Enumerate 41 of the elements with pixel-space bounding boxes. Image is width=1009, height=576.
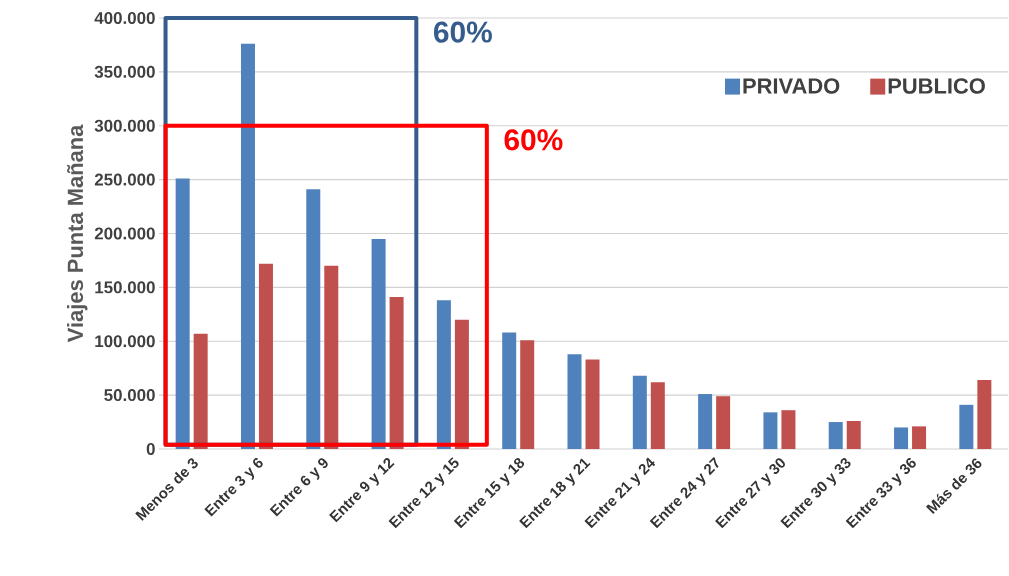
bar: [502, 332, 517, 449]
bar: [567, 354, 582, 449]
y-tick-label: 250.000: [94, 173, 155, 186]
bar: [193, 333, 208, 449]
bar: [781, 410, 796, 449]
legend-label: PUBLICO: [888, 78, 985, 94]
bar: [632, 375, 647, 449]
y-tick-label: 150.000: [95, 281, 155, 294]
bar: [585, 359, 600, 449]
bar: [520, 340, 535, 449]
bar: [389, 297, 404, 449]
bar: [436, 300, 451, 449]
legend-label: PRIVADO: [743, 78, 840, 94]
y-tick-label: 300.000: [94, 119, 155, 132]
bar: [240, 43, 255, 449]
y-tick-label: 200.000: [94, 227, 155, 240]
y-tick-label: 50.000: [104, 389, 155, 402]
bar: [454, 319, 469, 449]
bar: [912, 426, 927, 449]
bar: [977, 380, 992, 449]
bar: [846, 420, 861, 449]
bar: [258, 263, 273, 449]
bar: [763, 412, 778, 449]
bar: [175, 178, 190, 449]
y-tick-label: 100.000: [95, 335, 155, 348]
bar: [306, 189, 321, 449]
y-axis-title: Viajes Punta Mañana: [66, 124, 88, 343]
y-tick-label: 400.000: [94, 11, 155, 24]
bar: [716, 396, 731, 449]
annotation: 60%: [434, 21, 492, 43]
bar: [828, 422, 843, 449]
bar: [698, 394, 713, 449]
y-tick-label: 0: [146, 442, 155, 455]
bar: [324, 265, 339, 449]
y-tick-label: 350.000: [94, 65, 155, 78]
x-tick-label: Más de 36: [926, 458, 982, 514]
bar: [650, 382, 665, 449]
bar: [894, 427, 909, 449]
annotation: 60%: [504, 129, 563, 151]
bar: [959, 404, 974, 449]
bar: [371, 238, 386, 449]
